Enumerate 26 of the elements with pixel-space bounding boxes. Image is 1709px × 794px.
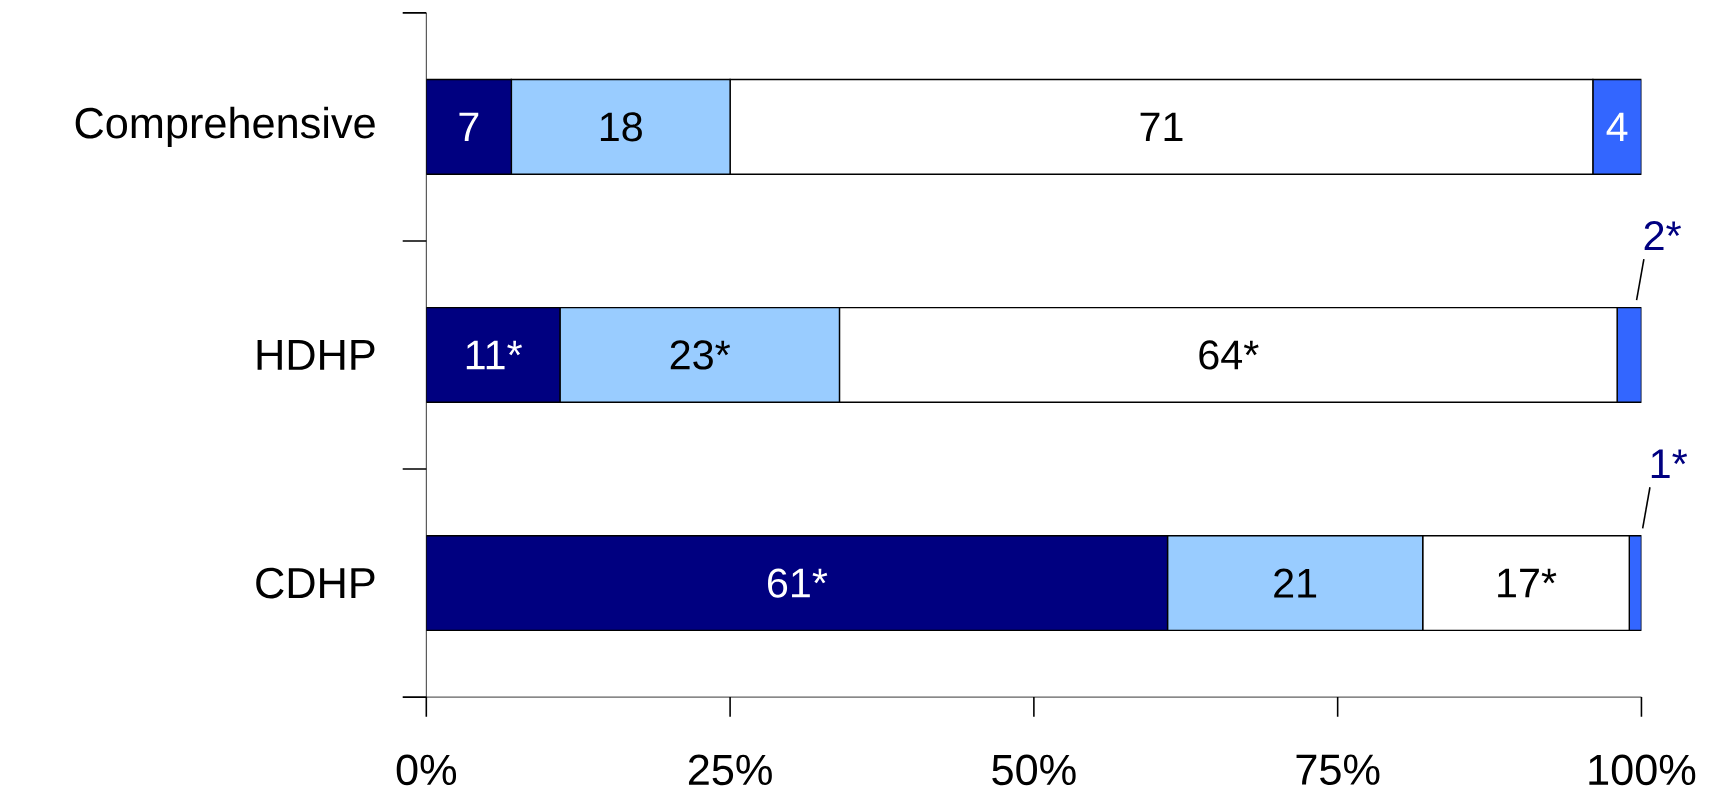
data-label: 7 [459, 112, 479, 142]
x-tick-label: 75% [1296, 754, 1380, 786]
data-label: 2* [1644, 221, 1682, 251]
x-tick-label: 100% [1589, 754, 1696, 786]
bar [1616, 307, 1642, 404]
data-label: 1* [1651, 449, 1688, 479]
bar [426, 535, 1169, 632]
y-tick-label: HDHP [257, 340, 375, 371]
data-label: 64* [1199, 340, 1259, 370]
bar [1628, 535, 1642, 632]
data-label: 4 [1606, 112, 1628, 142]
data-label: 18 [600, 112, 642, 142]
bar [426, 307, 561, 404]
data-label: 23* [670, 340, 731, 370]
data-label: 11* [466, 340, 522, 370]
data-label: 71 [1140, 112, 1183, 142]
x-tick-label: 25% [688, 754, 772, 786]
y-tick-label: CDHP [256, 567, 375, 599]
y-tick-label: Comprehensive [75, 106, 375, 148]
bar [1592, 79, 1642, 176]
data-label: 61* [768, 568, 828, 598]
data-label: 17* [1498, 569, 1557, 598]
bar [426, 79, 513, 176]
data-label: 21 [1274, 568, 1317, 598]
x-tick-label: 50% [992, 754, 1076, 786]
x-tick-label: 0% [396, 754, 457, 786]
